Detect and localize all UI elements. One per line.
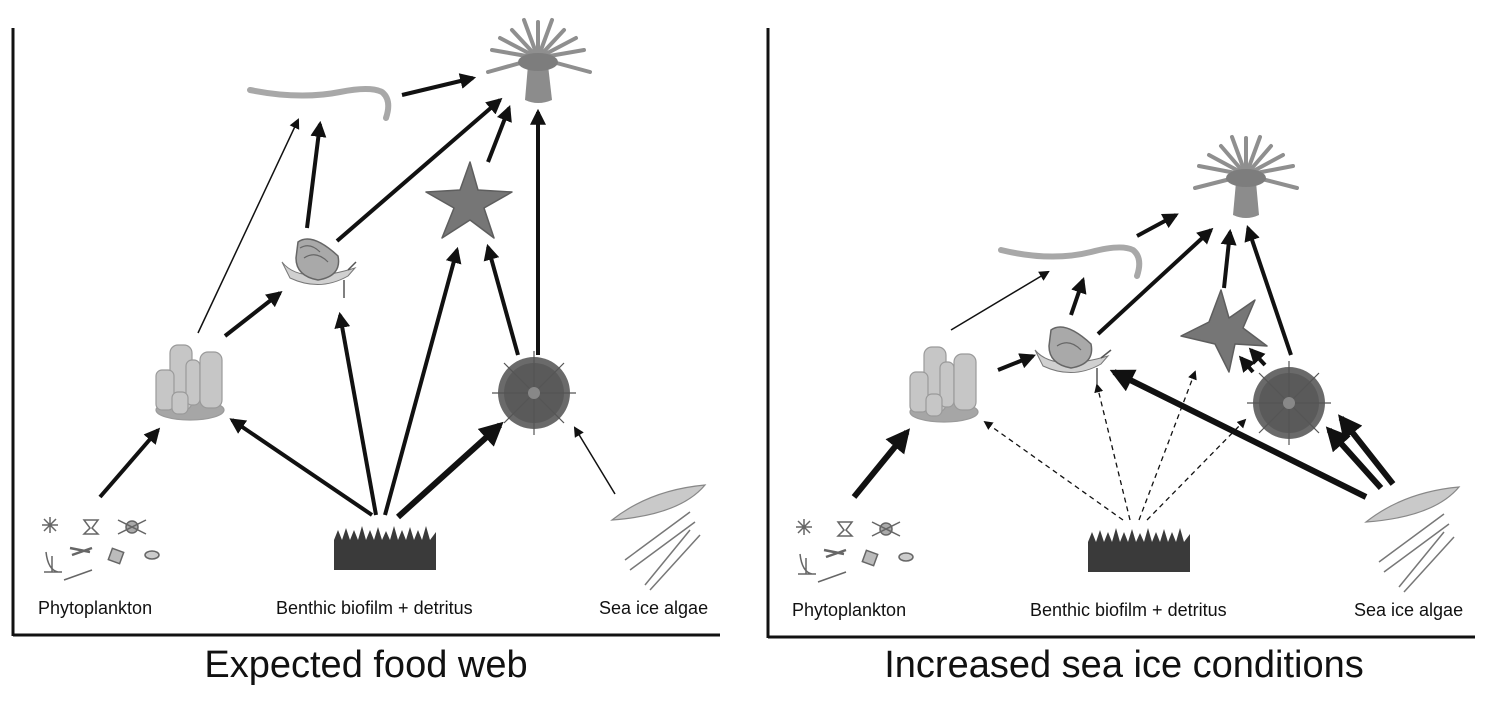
arrow-biofilm-sponge-dashed (983, 420, 1124, 521)
caption-expected-food-web: Expected food web (204, 644, 528, 686)
label-sea-ice-algae: Sea ice algae (1354, 600, 1464, 620)
label-phytoplankton: Phytoplankton (38, 598, 153, 618)
sea-ice-algae-icon (1364, 486, 1461, 593)
sea-urchin-icon (492, 351, 576, 435)
arrow-snail-anemone (1096, 227, 1214, 336)
arrow-worm-anemone (401, 73, 477, 97)
benthic-biofilm-icon (334, 526, 436, 570)
arrow-sponge-snail (997, 353, 1036, 372)
arrow-snail-worm (305, 120, 327, 229)
arrow-biofilm-seastar (383, 246, 462, 516)
label-sea-ice-algae: Sea ice algae (599, 598, 709, 618)
trophic-arrows (851, 213, 1396, 521)
arrow-sponge-worm (197, 118, 300, 334)
sponge-icon (155, 344, 225, 421)
phytoplankton-icon (796, 519, 914, 583)
arrow-phyto-sponge (851, 428, 911, 499)
panel-increased-sea-ice: Phytoplankton Benthic biofilm + detritus… (751, 0, 1502, 716)
arrow-snail-worm (1069, 276, 1087, 316)
benthic-biofilm-icon (1088, 528, 1190, 572)
sea-star-icon (1180, 289, 1268, 373)
trophic-arrows (98, 73, 616, 520)
arrow-urchin-seastar-2 (1248, 347, 1267, 367)
worm-icon (247, 86, 392, 121)
caption-increased-sea-ice: Increased sea ice conditions (884, 644, 1364, 686)
food-web-diagram-increased-sea-ice (766, 28, 1475, 639)
arrow-biofilm-seastar-dashed (1138, 370, 1197, 521)
sea-urchin-icon (1247, 361, 1331, 445)
sea-anemone-icon (486, 18, 592, 103)
snail-icon (281, 238, 357, 298)
arrow-biofilm-snail (334, 311, 378, 516)
arrow-snail-anemone (335, 97, 503, 243)
arrow-seastar-anemone (486, 105, 512, 163)
arrow-biofilm-urchin (395, 421, 504, 520)
panel-expected: Phytoplankton Benthic biofilm + detritus… (11, 18, 720, 686)
sea-ice-algae-icon (610, 484, 707, 591)
label-benthic-biofilm: Benthic biofilm + detritus (1030, 600, 1227, 620)
snail-icon (1034, 326, 1112, 384)
sea-star-icon (425, 161, 513, 239)
sea-anemone-icon (1193, 135, 1299, 218)
sponge-icon (909, 346, 979, 423)
arrow-biofilm-sponge (229, 418, 374, 517)
label-phytoplankton: Phytoplankton (792, 600, 907, 620)
arrow-urchin-seastar (483, 243, 520, 356)
arrow-sponge-worm (950, 270, 1050, 331)
label-benthic-biofilm: Benthic biofilm + detritus (276, 598, 473, 618)
arrow-seaice-urchin-1 (1325, 426, 1384, 491)
phytoplankton-icon (42, 517, 160, 581)
arrow-urchin-seastar-1 (1238, 355, 1256, 374)
arrow-seaice-urchin (573, 426, 616, 495)
food-web-diagram-expected (11, 18, 720, 637)
arrow-seaice-urchin-2 (1338, 414, 1396, 486)
arrow-seastar-anemone (1220, 228, 1237, 289)
arrow-biofilm-snail-dashed (1094, 383, 1131, 521)
arrow-biofilm-urchin-dashed (1146, 418, 1247, 521)
arrow-sponge-snail (223, 291, 283, 338)
arrow-seaice-snail (1109, 369, 1368, 500)
arrow-worm-anemone (1136, 213, 1179, 238)
arrow-urchin-anemone (1244, 224, 1293, 356)
arrow-phyto-sponge (98, 427, 161, 499)
worm-icon (998, 244, 1143, 279)
